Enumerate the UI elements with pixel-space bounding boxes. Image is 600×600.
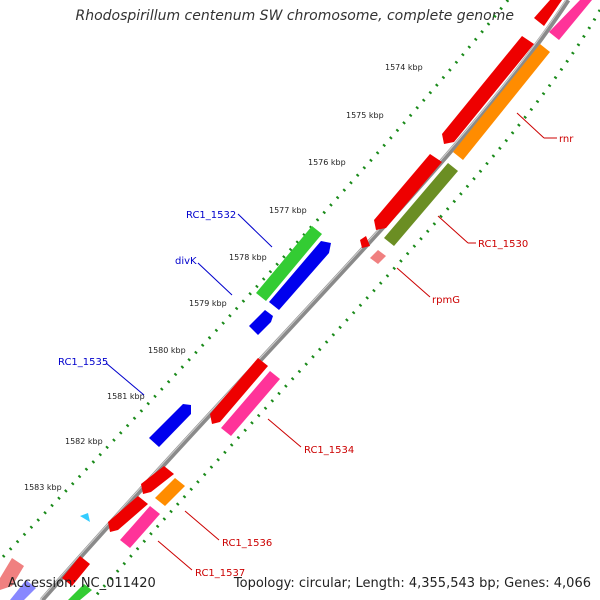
gene-rc1-1537-red[interactable] <box>108 496 148 532</box>
tick-label: 1574 kbp <box>385 63 423 72</box>
accession-text: Accession: NC_011420 <box>8 576 156 591</box>
leader-rc1-1532 <box>237 213 273 248</box>
leader-rc1-1536 <box>184 510 220 541</box>
gene-label-divk[interactable]: divK <box>175 256 197 267</box>
gene-labels: rnr RC1_1530 rpmG RC1_1532 divK RC1_1535… <box>58 134 574 579</box>
tick-label: 1579 kbp <box>189 299 227 308</box>
leader-lines <box>105 112 557 571</box>
gene-red-small[interactable] <box>141 466 174 494</box>
tick-label: 1578 kbp <box>229 253 267 262</box>
tick-label: 1577 kbp <box>269 206 307 215</box>
gene-pink-top[interactable] <box>549 0 592 40</box>
gene-label-rc1-1537[interactable]: RC1_1537 <box>195 568 245 579</box>
gene-label-rnr[interactable]: rnr <box>559 134 574 145</box>
gene-divk[interactable] <box>269 241 331 310</box>
gene-light-blue[interactable] <box>80 513 90 522</box>
gene-red-bottom[interactable] <box>62 556 90 586</box>
gene-label-rc1-1534[interactable]: RC1_1534 <box>304 445 354 456</box>
leader-rc1-1534 <box>267 418 302 448</box>
gene-rnr-orange[interactable] <box>453 44 550 160</box>
gene-rc1-1532[interactable] <box>256 226 322 301</box>
tick-label: 1575 kbp <box>346 111 384 120</box>
gene-label-rc1-1530[interactable]: RC1_1530 <box>478 239 528 250</box>
topology-text: Topology: circular; Length: 4,355,543 bp… <box>233 576 591 591</box>
reverse-genes <box>62 0 592 600</box>
forward-genes <box>0 226 331 600</box>
leader-rnr <box>516 112 545 139</box>
gene-label-rc1-1532[interactable]: RC1_1532 <box>186 210 236 221</box>
gene-rc1-1534-red[interactable] <box>210 358 268 424</box>
tick-label: 1583 kbp <box>24 483 62 492</box>
tick-label: 1582 kbp <box>65 437 103 446</box>
leader-divk <box>197 262 233 296</box>
gene-rc1-1530[interactable] <box>384 163 458 246</box>
gene-rc1-1530-red[interactable] <box>374 154 442 230</box>
leader-rpmg <box>396 267 431 298</box>
gene-label-rc1-1536[interactable]: RC1_1536 <box>222 538 272 549</box>
gene-green-bottom[interactable] <box>68 584 92 600</box>
gene-rpmg-red[interactable] <box>360 236 370 248</box>
leader-rc1-1535 <box>105 362 145 396</box>
backbone-highlight <box>39 0 567 600</box>
backbone-line <box>40 0 571 600</box>
inner-tick-track <box>90 9 600 600</box>
gene-label-rpmg[interactable]: rpmG <box>432 295 460 306</box>
gene-rpmg[interactable] <box>370 250 386 264</box>
gene-rc1-1537[interactable] <box>120 506 160 548</box>
map-title: Rhodospirillum centenum SW chromosome, c… <box>75 8 514 24</box>
gene-blue-small[interactable] <box>249 310 273 335</box>
tick-label: 1576 kbp <box>308 158 346 167</box>
tick-labels: 1574 kbp 1575 kbp 1576 kbp 1577 kbp 1578… <box>24 63 423 492</box>
gene-rc1-1536[interactable] <box>155 478 185 506</box>
gene-blue-edge[interactable] <box>10 580 36 600</box>
gene-red-top[interactable] <box>534 0 562 26</box>
gene-label-rc1-1535[interactable]: RC1_1535 <box>58 357 108 368</box>
tick-label: 1581 kbp <box>107 392 145 401</box>
gene-rc1-1534[interactable] <box>221 371 280 436</box>
tick-label: 1580 kbp <box>148 346 186 355</box>
gene-rnr-red[interactable] <box>442 36 534 144</box>
gene-rc1-1535[interactable] <box>149 404 191 447</box>
outer-tick-track <box>0 0 510 562</box>
leader-rc1-1537 <box>157 540 193 571</box>
gene-salmon-edge[interactable] <box>0 558 24 590</box>
leader-rc1-1530 <box>437 215 469 244</box>
